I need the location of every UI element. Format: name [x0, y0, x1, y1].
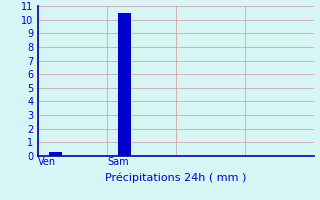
- Bar: [49, 152, 62, 156]
- Bar: [117, 13, 131, 156]
- X-axis label: Précipitations 24h ( mm ): Précipitations 24h ( mm ): [105, 173, 247, 183]
